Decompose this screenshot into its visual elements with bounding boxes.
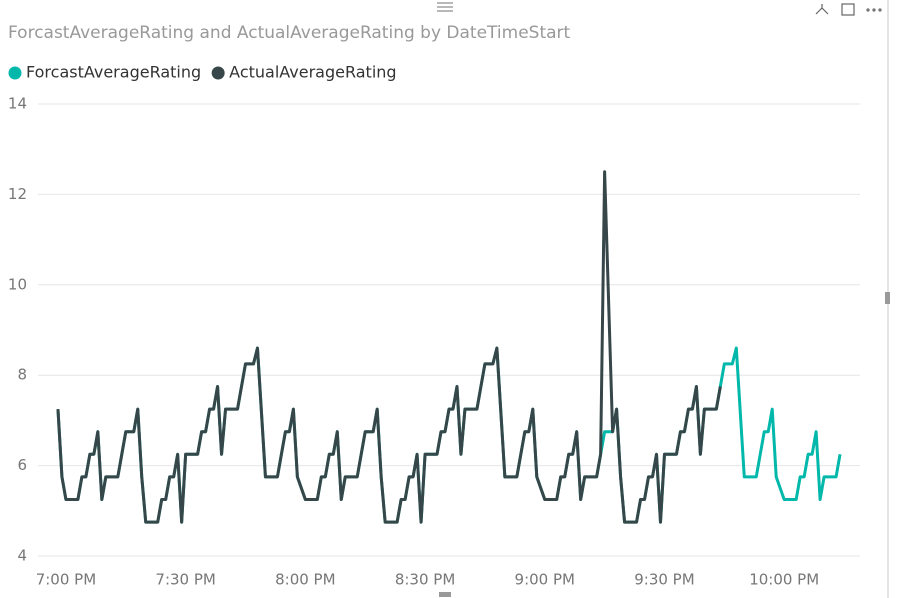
more-icon[interactable] [872, 8, 876, 12]
x-tick-label: 10:00 PM [749, 571, 819, 589]
pin-icon[interactable] [815, 4, 829, 15]
y-tick-label: 14 [8, 95, 27, 113]
x-tick-label: 7:00 PM [36, 571, 96, 589]
legend-label: ActualAverageRating [229, 63, 396, 82]
more-icon[interactable] [878, 8, 882, 12]
series-line [56, 170, 722, 524]
x-tick-label: 7:30 PM [155, 571, 215, 589]
legend-label: ForcastAverageRating [26, 63, 201, 82]
x-tick-label: 9:00 PM [515, 571, 575, 589]
toolbar[interactable] [815, 3, 882, 16]
drag-handle[interactable] [437, 2, 453, 12]
x-tick-label: 9:30 PM [634, 571, 694, 589]
focus-icon[interactable] [841, 3, 855, 16]
more-icon[interactable] [866, 8, 870, 12]
resize-handle [439, 592, 451, 597]
y-tick-label: 4 [17, 547, 27, 565]
y-tick-label: 8 [17, 366, 27, 384]
legend-marker [211, 66, 225, 80]
x-tick-label: 8:30 PM [395, 571, 455, 589]
y-tick-label: 6 [17, 456, 27, 474]
y-tick-label: 12 [8, 185, 27, 203]
y-tick-label: 10 [8, 275, 27, 293]
legend-marker [8, 66, 22, 80]
chart-title: ForcastAverageRating and ActualAverageRa… [8, 23, 571, 43]
resize-handle [885, 292, 890, 304]
x-tick-label: 8:00 PM [275, 571, 335, 589]
